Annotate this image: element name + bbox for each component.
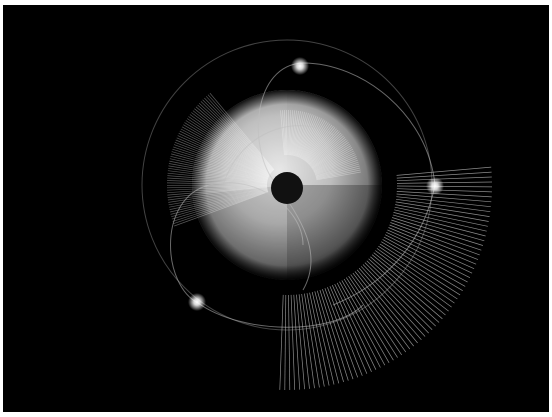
glow-points: [188, 57, 444, 311]
artwork-svg: [141, 39, 493, 391]
glow-point-left: [188, 293, 206, 311]
line-fans: [166, 92, 493, 391]
fan-bottom-right: [279, 166, 493, 391]
glow-point-top: [291, 57, 309, 75]
pupil: [271, 172, 303, 204]
fan-lower-left: [166, 92, 275, 227]
glow-point-right: [426, 177, 444, 195]
artwork-canvas: [3, 5, 549, 412]
sphere: [192, 90, 382, 280]
fan-upper: [280, 109, 361, 181]
